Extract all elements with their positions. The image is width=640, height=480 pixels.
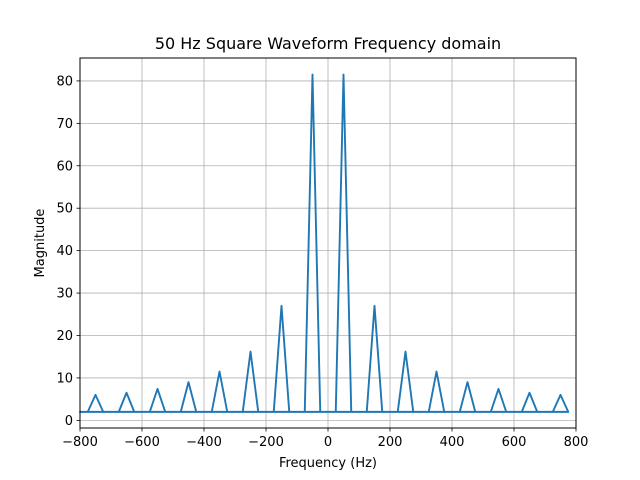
y-tick-label: 60 [56, 159, 73, 174]
y-tick-label: 0 [65, 414, 73, 429]
x-tick-label: −600 [124, 435, 160, 450]
x-axis-label: Frequency (Hz) [279, 456, 377, 471]
x-tick-label: 400 [440, 435, 465, 450]
y-tick-label: 80 [56, 74, 73, 89]
y-tick-label: 30 [56, 287, 73, 302]
x-tick-label: 800 [564, 435, 589, 450]
x-tick-label: 200 [378, 435, 403, 450]
x-tick-label: −800 [62, 435, 98, 450]
y-tick-label: 70 [56, 117, 73, 132]
y-tick-label: 40 [56, 244, 73, 259]
x-tick-label: 0 [324, 435, 332, 450]
y-tick-label: 50 [56, 202, 73, 217]
grid [79, 58, 577, 428]
x-tick-label: −400 [186, 435, 222, 450]
y-tick-label: 10 [56, 371, 73, 386]
x-tick-label: 600 [502, 435, 527, 450]
x-tick-label: −200 [248, 435, 284, 450]
y-axis-label: Magnitude [33, 209, 48, 278]
y-tick-label: 20 [56, 329, 73, 344]
x-axis: −800 −600 −400 −200 0 200 400 600 800 [62, 428, 588, 450]
series-line [79, 73, 570, 413]
plot-area [79, 73, 570, 413]
chart-title: 50 Hz Square Waveform Frequency domain [155, 34, 501, 53]
y-axis: 0 10 20 30 40 50 60 70 80 [56, 74, 80, 429]
